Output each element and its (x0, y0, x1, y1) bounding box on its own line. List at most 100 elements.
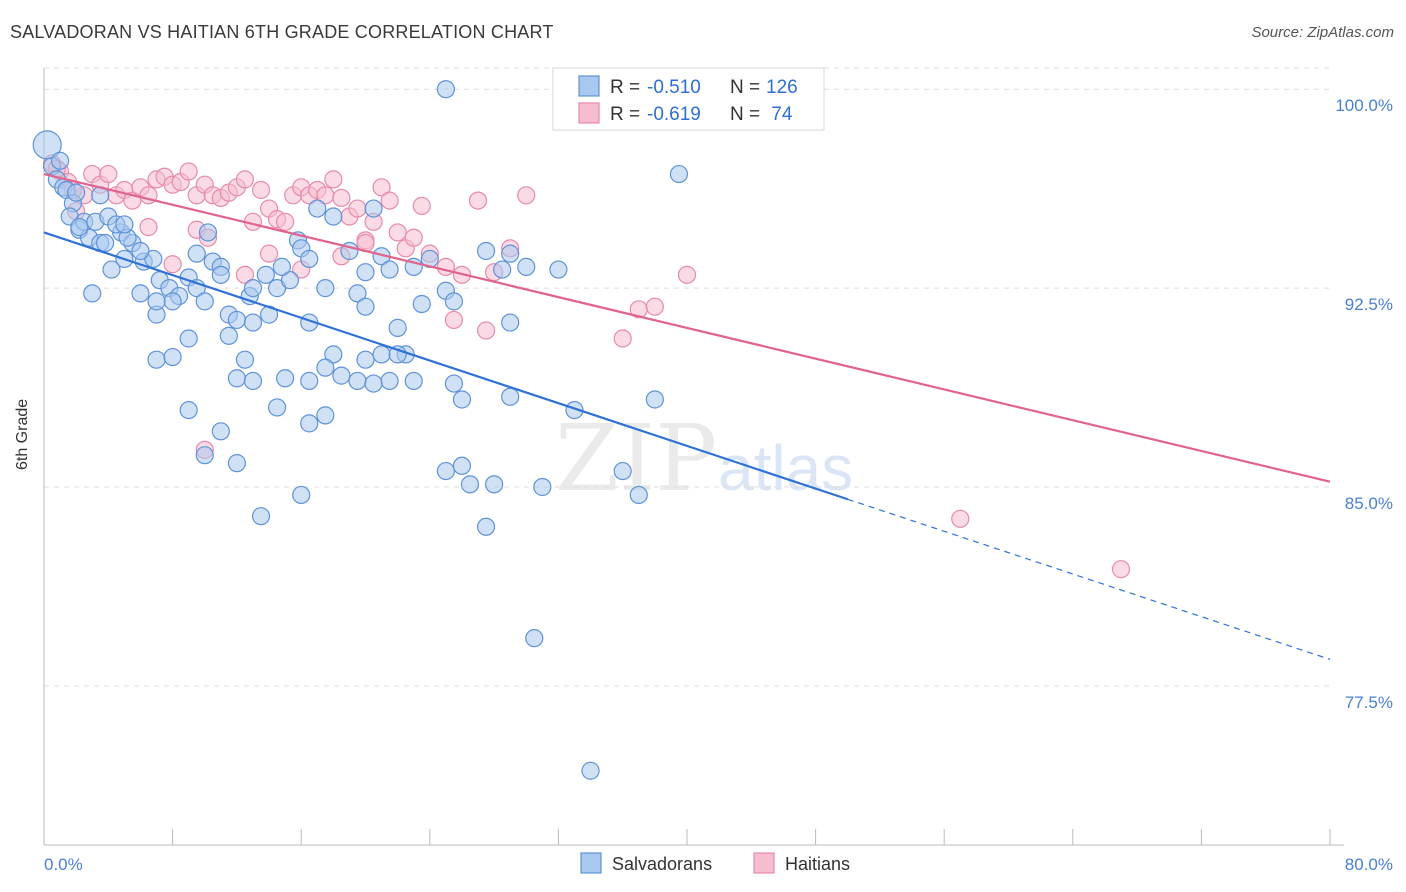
stats-r-value-blue: -0.510 (647, 77, 701, 98)
salvadorans-point (131, 241, 150, 261)
salvadorans-point (235, 350, 255, 369)
salvadorans-point (227, 310, 246, 330)
salvadorans-point (292, 485, 311, 505)
salvadorans-point (83, 284, 102, 303)
watermark-atlas: atlas (718, 432, 853, 504)
salvadorans-point (364, 199, 383, 218)
legend-label-haitians: Haitians (785, 854, 850, 874)
salvadorans-trend-extension (847, 498, 1331, 660)
salvadorans-point (364, 374, 383, 393)
haitians-point (476, 321, 496, 340)
haitians-point (436, 257, 455, 276)
salvadorans-point (332, 366, 351, 385)
legend-swatch-haitians (753, 852, 775, 874)
salvadorans-point (195, 446, 214, 465)
haitians-point (677, 265, 697, 284)
salvadorans-point (179, 329, 198, 348)
salvadorans-point (476, 517, 496, 536)
haitians-point (163, 255, 182, 274)
stats-r-value-pink: -0.619 (647, 104, 701, 125)
haitians-point (517, 186, 536, 205)
salvadorans-point (316, 406, 335, 425)
stats-n-value-blue: 126 (766, 77, 798, 98)
salvadorans-point (316, 358, 335, 377)
salvadorans-point (276, 369, 295, 388)
y-tick-label: 100.0% (1335, 96, 1393, 115)
salvadorans-point (581, 761, 600, 780)
salvadorans-point (412, 294, 431, 314)
salvadorans-point (251, 507, 271, 526)
salvadorans-point (356, 350, 375, 369)
haitians-point (380, 191, 399, 210)
salvadorans-point (131, 284, 150, 303)
salvadorans-point (645, 390, 664, 409)
legend-label-salvadorans: Salvadorans (612, 854, 712, 874)
haitians-point (332, 188, 351, 208)
salvadorans-point (115, 215, 134, 234)
salvadorans-point (227, 369, 246, 388)
salvadorans-points (32, 80, 689, 780)
haitians-point (276, 212, 295, 231)
salvadorans-point (476, 241, 496, 261)
salvadorans-point (67, 183, 86, 202)
haitians-point (139, 218, 158, 237)
trend-lines (43, 173, 1331, 660)
salvadorans-point (147, 292, 166, 311)
salvadorans-point (50, 151, 70, 170)
salvadorans-point (356, 297, 375, 316)
salvadorans-point (243, 371, 263, 391)
salvadorans-point (187, 244, 206, 263)
salvadorans-point (308, 199, 327, 218)
salvadorans-point (198, 223, 218, 242)
haitians-point (412, 196, 431, 215)
haitians-point (1111, 560, 1131, 579)
salvadorans-point (436, 80, 455, 99)
y-tick-label: 92.5% (1345, 295, 1393, 314)
tick-labels: 77.5% 85.0% 92.5% 100.0% 0.0% 80.0% (44, 96, 1393, 874)
salvadorans-point (348, 284, 367, 303)
salvadorans-point (436, 461, 455, 481)
haitians-trend-line (43, 173, 1331, 483)
salvadorans-point (227, 454, 246, 473)
salvadorans-point (533, 477, 552, 497)
salvadorans-trend-line (43, 231, 849, 501)
salvadorans-point (565, 400, 584, 420)
salvadorans-point (669, 164, 689, 184)
haitians-point (235, 265, 255, 284)
salvadorans-point (179, 400, 198, 420)
haitians-point (99, 164, 118, 184)
salvadorans-point (444, 292, 464, 311)
salvadorans-point (404, 371, 423, 391)
salvadorans-point (525, 629, 544, 648)
stats-swatch-pink (578, 102, 600, 124)
legend-swatch-salvadorans (580, 852, 602, 874)
salvadorans-point (243, 279, 263, 298)
haitians-point (444, 310, 464, 330)
haitians-point (372, 178, 391, 197)
salvadorans-point (460, 475, 480, 494)
salvadorans-point (501, 313, 520, 332)
salvadorans-point (549, 260, 568, 279)
salvadorans-point (211, 265, 230, 284)
haitians-points (42, 154, 1131, 579)
salvadorans-point (629, 485, 648, 505)
stats-n-label-blue: N = (730, 77, 760, 98)
haitians-point (259, 244, 279, 263)
haitians-point (951, 509, 970, 528)
haitians-point (388, 223, 407, 242)
salvadorans-point (452, 390, 472, 409)
haitians-point (179, 162, 198, 181)
axes (43, 68, 1344, 846)
salvadorans-point (163, 292, 182, 311)
x-tick-label: 0.0% (44, 855, 83, 874)
salvadorans-point (324, 207, 343, 226)
salvadorans-point (388, 318, 407, 337)
salvadorans-point (372, 345, 391, 364)
salvadorans-point (501, 387, 520, 406)
salvadorans-point (147, 350, 166, 369)
salvadorans-point (348, 371, 367, 391)
salvadorans-point (493, 260, 512, 279)
salvadorans-point (316, 279, 335, 298)
haitians-point (251, 180, 271, 200)
